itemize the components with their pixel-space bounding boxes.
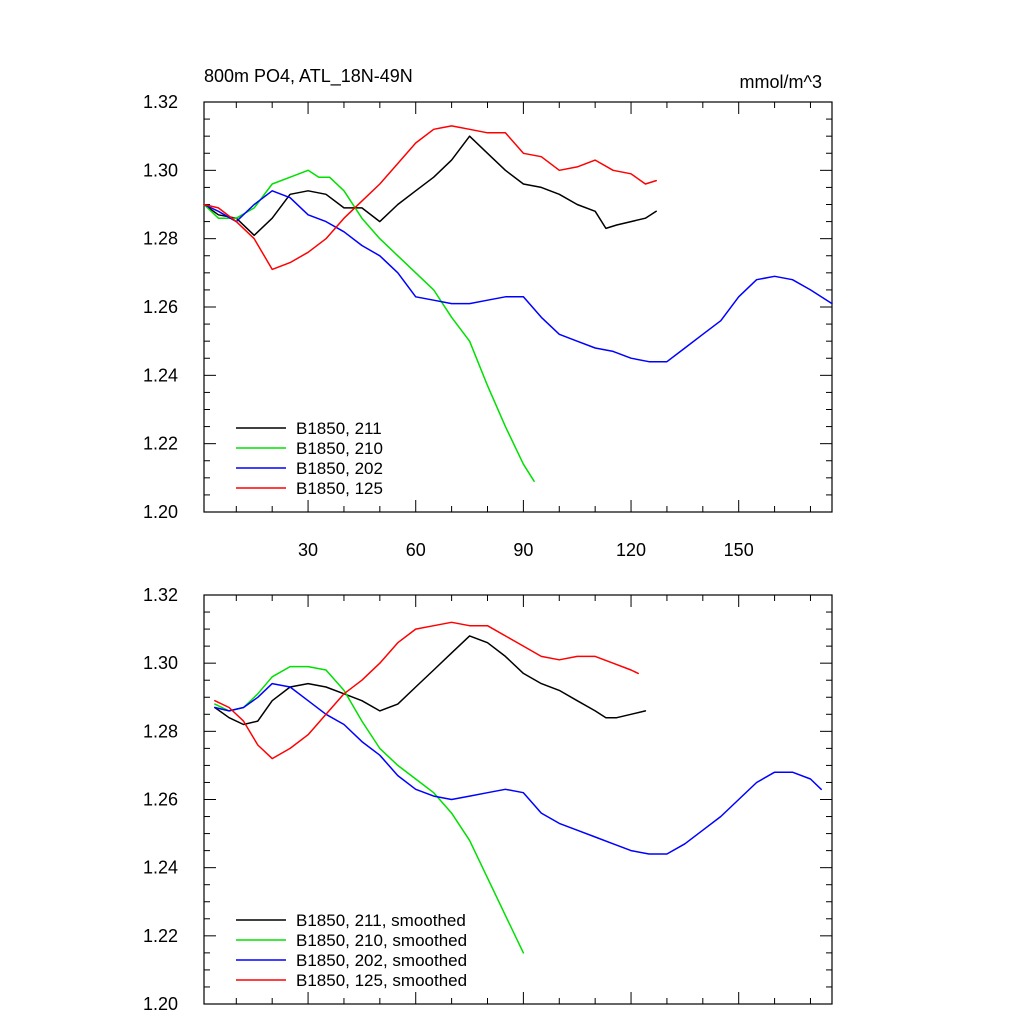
y-tick-label: 1.22 [143, 434, 178, 454]
y-tick-label: 1.32 [143, 585, 178, 605]
series-line-0 [203, 135, 657, 237]
y-tick-label: 1.26 [143, 790, 178, 810]
series-line-3 [203, 125, 657, 271]
bottom-panel: 1.20 1.22 1.24 1.26 1.28 1.30 1.32 B1850, 211, … [143, 585, 833, 1014]
y-tick-label: 1.20 [143, 502, 178, 522]
y-tick-label: 1.24 [143, 858, 178, 878]
x-tick-label: 60 [406, 540, 426, 560]
legend-label: B1850, 211, smoothed [296, 911, 466, 930]
x-tick-label: 120 [616, 540, 646, 560]
legend-label: B1850, 202 [296, 459, 383, 478]
y-tick-label: 1.24 [143, 365, 178, 385]
series-line-3 [214, 621, 639, 760]
y-tick-label: 1.26 [143, 297, 178, 317]
series-line-1 [214, 665, 525, 954]
series-line-0 [214, 635, 647, 726]
y-tick-label: 1.20 [143, 994, 178, 1014]
legend-label: B1850, 125 [296, 479, 383, 498]
y-tick-label: 1.28 [143, 229, 178, 249]
y-tick-label: 1.30 [143, 160, 178, 180]
y-tick-label: 1.22 [143, 926, 178, 946]
x-tick-label: 30 [298, 540, 318, 560]
top-panel: 1.20 1.22 1.24 1.26 1.28 1.30 1.32 30 60 90 120 150… [143, 66, 833, 560]
legend-label: B1850, 210, smoothed [296, 931, 467, 950]
chart-title: 800m PO4, ATL_18N-49N [204, 66, 413, 87]
y-tick-label: 1.28 [143, 721, 178, 741]
legend-label: B1850, 210 [296, 439, 383, 458]
y-tick-label: 1.32 [143, 92, 178, 112]
y-tick-label: 1.30 [143, 653, 178, 673]
series-line-2 [214, 682, 822, 855]
legend-label: B1850, 211 [296, 419, 382, 438]
x-tick-label: 90 [513, 540, 533, 560]
units-label: mmol/m^3 [740, 72, 822, 92]
legend-label: B1850, 202, smoothed [296, 951, 467, 970]
series-line-2 [203, 190, 833, 363]
legend-label: B1850, 125, smoothed [296, 971, 467, 990]
x-tick-label: 150 [724, 540, 754, 560]
